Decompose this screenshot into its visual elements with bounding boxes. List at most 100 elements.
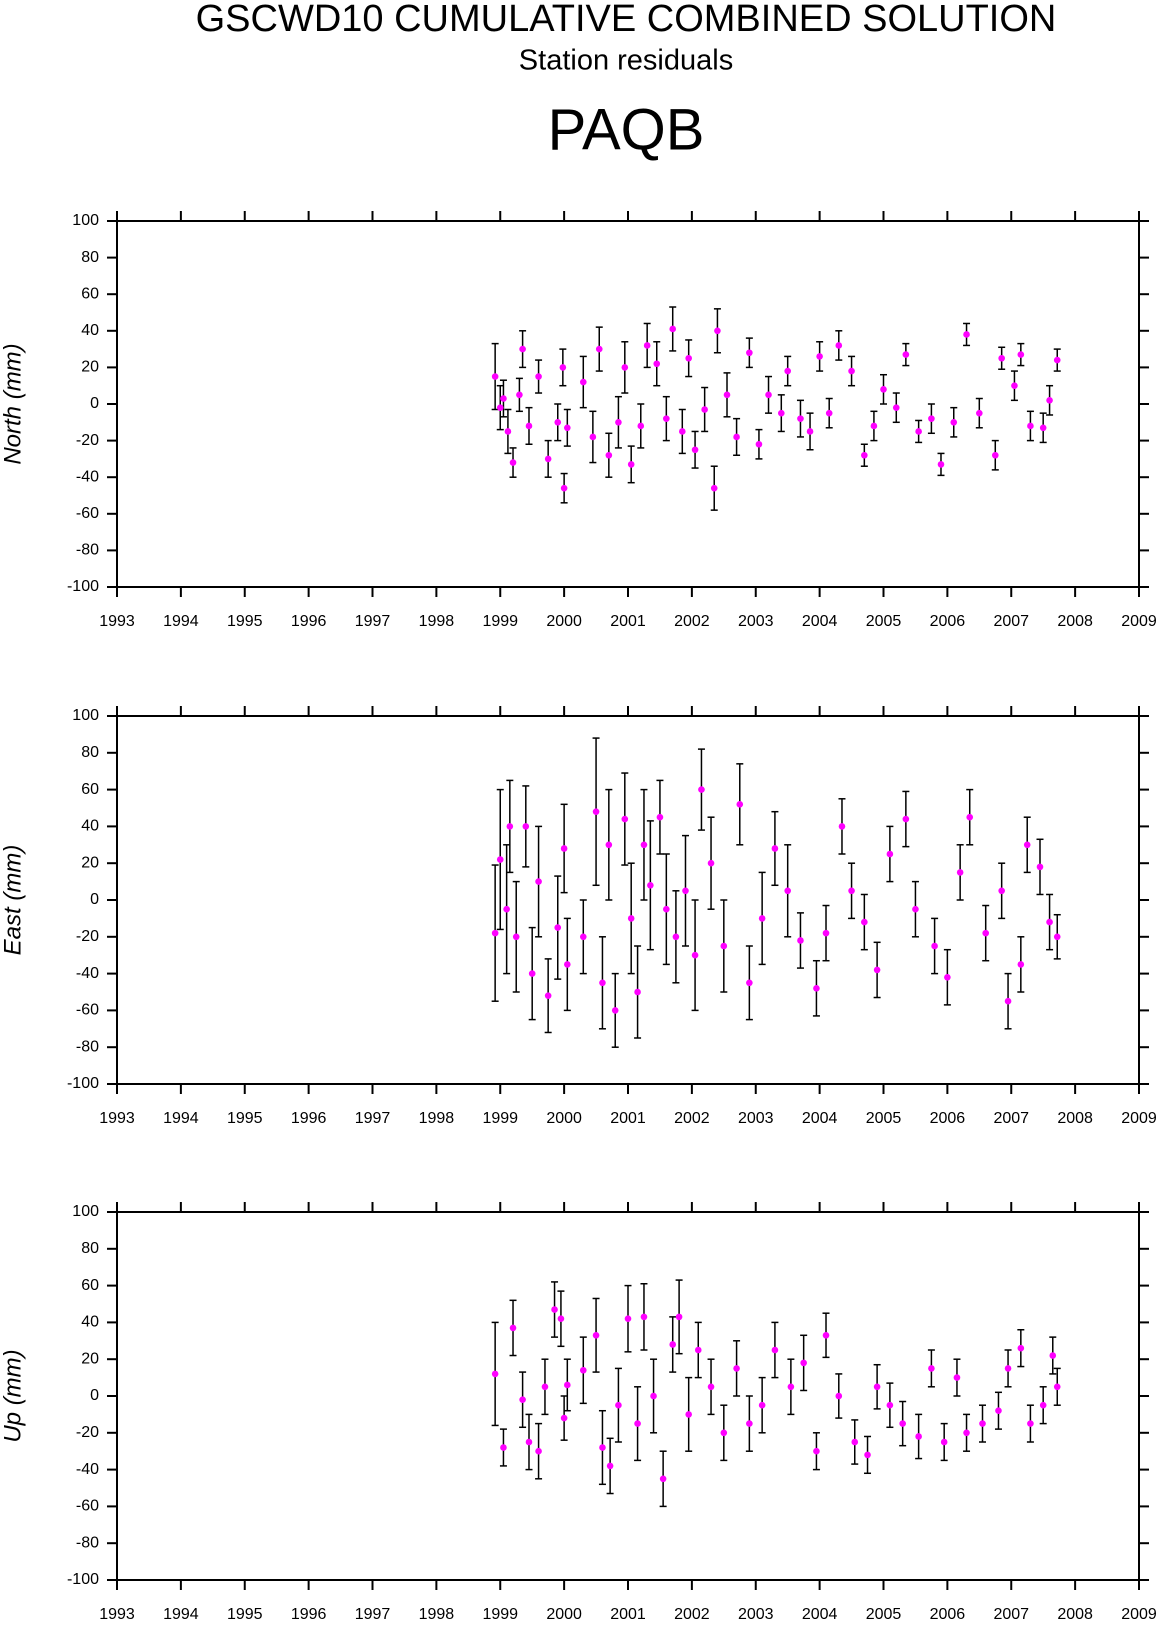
x-tick-label: 2005 [866, 1110, 902, 1127]
data-point [643, 342, 651, 349]
data-point [509, 1324, 517, 1332]
data-point [1053, 356, 1061, 364]
y-tick-label: 60 [81, 781, 99, 798]
y-tick-label: -60 [76, 1002, 99, 1019]
y-tick-label: 100 [72, 212, 99, 229]
y-tick-label: -40 [76, 1461, 99, 1478]
data-point [647, 881, 654, 889]
x-tick-label: 2000 [546, 1606, 582, 1621]
data-point [861, 451, 868, 459]
x-tick-label: 2001 [610, 1110, 646, 1127]
data-point [771, 1346, 779, 1354]
y-tick-label: 20 [81, 854, 99, 871]
data-point [579, 378, 587, 386]
data-point [1023, 841, 1031, 849]
x-tick-label: 1999 [482, 613, 518, 630]
y-tick-label: -40 [76, 965, 99, 982]
data-point [956, 869, 964, 876]
x-tick-label: 2007 [993, 613, 1029, 630]
data-point [1039, 424, 1047, 432]
data-point [707, 859, 715, 867]
x-tick-label: 2006 [930, 1110, 966, 1127]
data-point [1046, 918, 1053, 926]
data-point [504, 428, 512, 435]
data-point [634, 988, 641, 996]
data-point [931, 942, 938, 950]
data-point [915, 428, 922, 435]
data-point [861, 918, 868, 926]
plot-frame [116, 220, 1140, 588]
y-axis-label: Up (mm) [0, 1349, 26, 1442]
data-point [758, 1401, 766, 1409]
data-point [659, 1475, 667, 1483]
data-point [813, 1447, 820, 1455]
data-point [870, 422, 878, 430]
data-point [714, 327, 721, 335]
data-point [694, 1346, 702, 1354]
x-tick-label: 2004 [802, 1110, 838, 1127]
x-tick-label: 2009 [1121, 1606, 1157, 1621]
data-point [491, 929, 499, 937]
x-tick-label: 2008 [1057, 1606, 1093, 1621]
data-point [787, 1383, 795, 1391]
panel: -100 -80 -60 -40 -20 0 20 40 60 80 100 1993 1994 1995… [0, 706, 1157, 1127]
panel: -100 -80 -60 -40 -20 0 20 40 60 80 100 1993 1994 1995… [0, 211, 1157, 630]
data-point [733, 433, 740, 441]
y-tick-label: -100 [67, 1571, 99, 1588]
data-point [707, 1383, 715, 1391]
x-tick-label: 1993 [99, 613, 135, 630]
data-point [1036, 863, 1044, 871]
data-point [822, 929, 830, 937]
data-point [710, 484, 718, 492]
data-point [519, 345, 526, 353]
y-tick-label: -80 [76, 1534, 99, 1551]
data-point [1027, 1420, 1034, 1427]
data-point [873, 1383, 881, 1391]
data-point [746, 1420, 753, 1427]
chart-subtitle: Station residuals [519, 45, 733, 77]
y-tick-label: 100 [72, 707, 99, 724]
x-tick-label: 1998 [419, 613, 455, 630]
data-point [685, 1411, 692, 1418]
data-point [605, 451, 613, 459]
y-tick-label: -80 [76, 1038, 99, 1055]
data-point [650, 1392, 657, 1400]
data-point [1049, 1352, 1057, 1359]
data-point [627, 915, 635, 922]
y-tick-label: 20 [81, 1350, 99, 1367]
data-point [848, 887, 855, 895]
data-point [998, 887, 1005, 895]
x-tick-label: 2009 [1121, 1110, 1157, 1127]
x-tick-label: 1995 [227, 1606, 263, 1621]
x-tick-label: 2008 [1057, 613, 1093, 630]
data-point [848, 367, 855, 375]
data-point [559, 364, 567, 371]
data-point [522, 823, 530, 830]
data-point [554, 419, 562, 426]
data-point [835, 1392, 843, 1400]
data-point [797, 937, 804, 944]
data-point [554, 924, 562, 931]
data-point [500, 1444, 507, 1451]
data-point [979, 1420, 986, 1427]
data-point [1011, 382, 1018, 390]
y-tick-label: -20 [76, 928, 99, 945]
data-point [1027, 422, 1034, 430]
y-tick-label: 80 [81, 744, 99, 761]
data-point [976, 409, 983, 417]
data-point [606, 1462, 614, 1470]
data-point [605, 841, 613, 849]
y-tick-label: 40 [81, 1314, 99, 1331]
data-point [765, 391, 772, 399]
data-point [963, 331, 970, 338]
data-point [669, 1341, 677, 1348]
data-point [912, 905, 919, 913]
y-tick-label: -60 [76, 505, 99, 522]
data-point [621, 364, 629, 371]
data-point [675, 1313, 683, 1321]
x-tick-label: 2005 [866, 1606, 902, 1621]
data-point [535, 878, 542, 885]
x-tick-label: 2002 [674, 1110, 710, 1127]
data-point [771, 845, 779, 852]
data-point [624, 1315, 632, 1323]
